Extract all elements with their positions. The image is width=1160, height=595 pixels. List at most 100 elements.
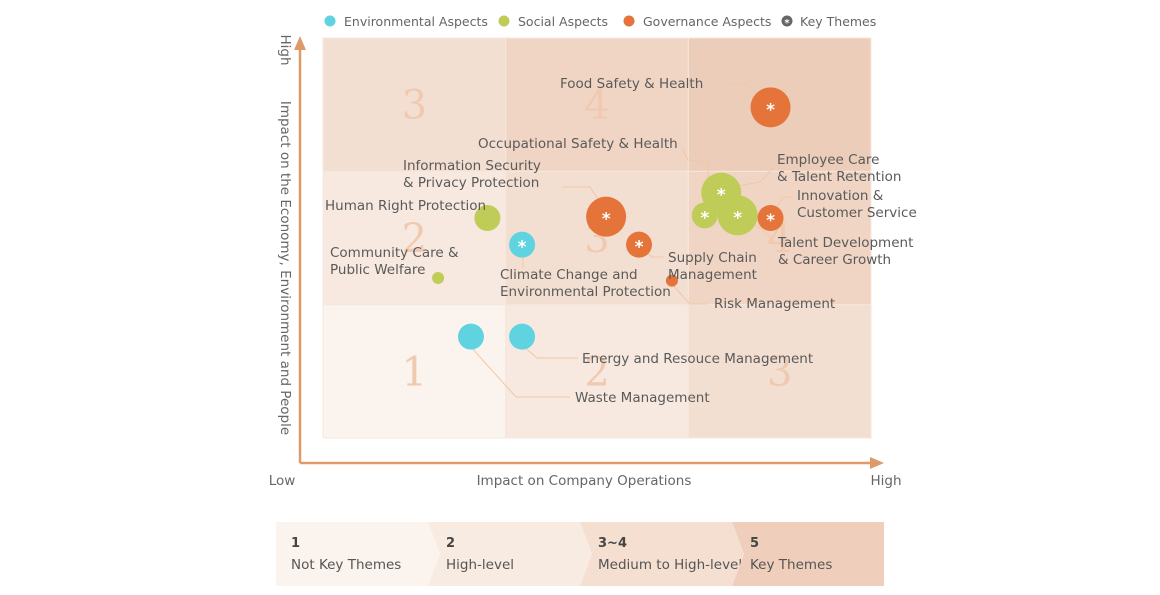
point-label-line: Community Care & bbox=[330, 245, 459, 261]
point-label: Supply Chain Management bbox=[668, 250, 757, 283]
point-label-line: Information Security bbox=[403, 158, 541, 174]
y-axis-title: Impact on the Economy, Environment and P… bbox=[277, 101, 293, 435]
point-label-line: Customer Service bbox=[797, 205, 917, 221]
zone-cell-r2-c2 bbox=[505, 170, 689, 306]
point-label: Information Security & Privacy Protection bbox=[403, 158, 541, 191]
leader-line bbox=[751, 221, 776, 244]
key-theme-marker: * bbox=[766, 100, 775, 120]
x-axis-arrow bbox=[870, 457, 884, 469]
point-label: Innovation & Customer Service bbox=[797, 188, 917, 221]
legend-governance-swatch bbox=[623, 15, 635, 27]
bubble-energy-and-resouce-management bbox=[509, 323, 536, 350]
point-label-line: & Talent Retention bbox=[777, 169, 901, 185]
scale-name: High-level bbox=[446, 557, 515, 573]
leader-line bbox=[522, 345, 578, 359]
leader-line bbox=[670, 282, 708, 305]
point-label-line: Talent Development bbox=[777, 235, 913, 251]
scale-segment-3-4: 3~4 Medium to High-level bbox=[580, 522, 744, 586]
key-theme-marker: * bbox=[518, 238, 527, 258]
point-label: Occupational Safety & Health bbox=[478, 136, 678, 152]
data-points: * * * * * * * * bbox=[432, 87, 791, 350]
zone-number: 4 bbox=[584, 83, 609, 129]
scale-name: Key Themes bbox=[750, 557, 833, 573]
point-label-line: & Career Growth bbox=[778, 252, 891, 268]
x-axis-high-label: High bbox=[870, 473, 901, 489]
point-label-line: Innovation & bbox=[797, 188, 884, 204]
zone-cell-r3-c1 bbox=[322, 37, 507, 172]
x-axis-low-label: Low bbox=[269, 473, 296, 489]
legend-governance-label: Governance Aspects bbox=[643, 14, 771, 29]
axes: High Impact on the Economy, Environment … bbox=[269, 34, 902, 489]
point-label: Energy and Resouce Management bbox=[582, 351, 813, 367]
point-label-line: Occupational Safety & Health bbox=[478, 136, 678, 152]
leader-line bbox=[737, 167, 774, 187]
point-label: Food Safety & Health bbox=[560, 76, 703, 92]
key-theme-marker: * bbox=[602, 210, 611, 230]
point-label-line: Environmental Protection bbox=[500, 284, 671, 300]
point-label: Talent Development & Career Growth bbox=[777, 235, 913, 268]
key-theme-marker: * bbox=[635, 238, 644, 258]
point-label: Risk Management bbox=[714, 296, 835, 312]
zone-number: 2 bbox=[584, 349, 609, 395]
scale-number: 2 bbox=[446, 536, 456, 551]
zone-grid bbox=[322, 37, 872, 439]
scale-number: 3~4 bbox=[598, 536, 627, 551]
scale-name: Not Key Themes bbox=[291, 557, 402, 573]
point-label: Human Right Protection bbox=[325, 198, 486, 214]
point-label-line: Supply Chain bbox=[668, 250, 757, 266]
scale-name: Medium to High-level bbox=[598, 557, 743, 573]
bubble-community-care-public-welfare bbox=[432, 272, 445, 284]
zone-cell-r1-c2 bbox=[505, 304, 689, 439]
bubble-food-safety-health bbox=[750, 87, 791, 128]
zone-cell-r3-c2 bbox=[505, 37, 689, 172]
point-label: Waste Management bbox=[575, 390, 710, 406]
scale-segment-1: 1 Not Key Themes bbox=[276, 522, 440, 586]
zone-number: 1 bbox=[402, 349, 427, 395]
point-label-line: Human Right Protection bbox=[325, 198, 486, 214]
zone-number: 3 bbox=[767, 349, 792, 395]
point-label-line: Food Safety & Health bbox=[560, 76, 703, 92]
point-label-line: Employee Care bbox=[777, 152, 879, 168]
scale-segment-5: 5 Key Themes bbox=[732, 522, 884, 586]
point-label-line: Risk Management bbox=[714, 296, 835, 312]
scale-segment-2: 2 High-level bbox=[428, 522, 592, 586]
bubble-information-security-privacy-protection bbox=[586, 196, 627, 237]
point-label: Climate Change and Environmental Protecti… bbox=[500, 267, 671, 300]
scale-number: 5 bbox=[750, 536, 760, 551]
point-labels: Food Safety & Health Employee Care & Talen… bbox=[325, 76, 917, 406]
legend-social-swatch bbox=[498, 15, 510, 27]
bubble-risk-management bbox=[665, 274, 678, 287]
bubble-waste-management bbox=[457, 323, 484, 350]
key-theme-scale: 1 Not Key Themes 2 High-level 3~4 Medium… bbox=[276, 522, 884, 586]
point-label-line: Public Welfare bbox=[330, 262, 425, 278]
key-theme-marker: * bbox=[700, 208, 709, 228]
zone-number: 3 bbox=[402, 83, 427, 129]
bubble-supply-chain-management bbox=[626, 231, 653, 258]
legend-key-themes-label: Key Themes bbox=[800, 14, 876, 29]
y-axis-arrow bbox=[294, 36, 306, 50]
star-icon bbox=[781, 15, 793, 27]
zone-cell-r2-c1 bbox=[322, 170, 507, 306]
point-label-line: Energy and Resouce Management bbox=[582, 351, 813, 367]
legend-social-label: Social Aspects bbox=[518, 14, 608, 29]
key-theme-marker: * bbox=[766, 211, 775, 231]
leader-line bbox=[469, 345, 570, 398]
star-icon-glyph: * bbox=[784, 18, 790, 29]
point-label: Employee Care & Talent Retention bbox=[777, 152, 901, 185]
bubble-occupational-safety-health bbox=[691, 202, 718, 229]
point-label-line: & Privacy Protection bbox=[403, 175, 539, 191]
zone-number: 2 bbox=[402, 216, 427, 262]
key-theme-marker: * bbox=[733, 208, 742, 228]
legend-environmental-swatch bbox=[324, 15, 336, 27]
leader-line bbox=[774, 196, 793, 211]
legend-environmental-label: Environmental Aspects bbox=[344, 14, 488, 29]
bubble-innovation-customer-service bbox=[757, 205, 784, 231]
y-axis-high-label: High bbox=[277, 34, 293, 65]
x-axis-title: Impact on Company Operations bbox=[477, 473, 692, 489]
key-theme-marker: * bbox=[717, 186, 726, 206]
point-label: Community Care & Public Welfare bbox=[330, 245, 459, 278]
bubble-human-right-protection bbox=[474, 205, 501, 231]
leader-line bbox=[728, 83, 759, 97]
point-label-line: Climate Change and bbox=[500, 267, 638, 283]
legend: Environmental Aspects Social Aspects Gov… bbox=[324, 14, 876, 29]
